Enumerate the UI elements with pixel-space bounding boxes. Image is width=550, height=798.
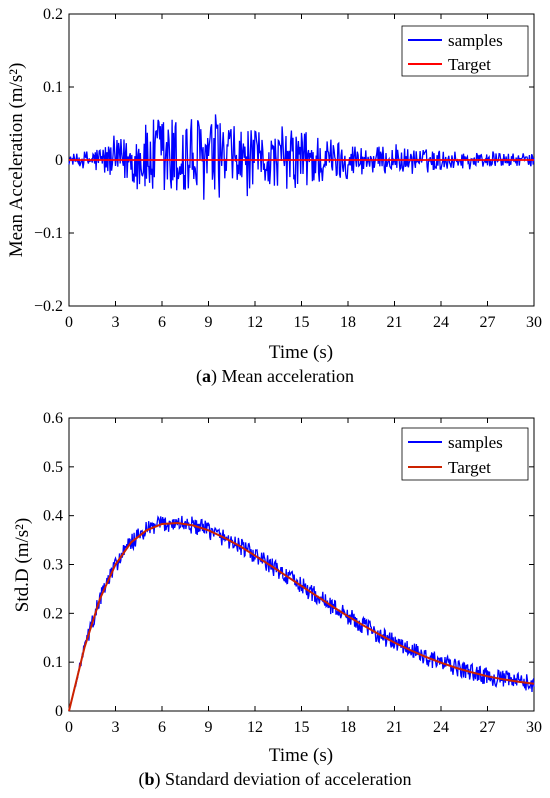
- y-axis-label-a: Mean Acceleration (m/s²): [6, 63, 27, 258]
- y-axis-label-b: Std.D (m/s²): [12, 518, 33, 612]
- y-tick-label-a: 0: [55, 152, 63, 169]
- legend-label-samples-b: samples: [448, 433, 503, 452]
- axes-ticks-b: 0 3 6 9 12 15 18 21 24 27 30 0 0.1 0.2 0.3 0.4 0.5 0.6: [43, 410, 542, 736]
- caption-letter-a: a: [202, 366, 212, 386]
- x-tick-label-b: 21: [387, 719, 403, 736]
- y-tick-label-a: −0.1: [34, 225, 63, 242]
- y-tick-label-b: 0.3: [43, 557, 63, 574]
- x-tick-label-b: 12: [247, 719, 263, 736]
- y-tick-label-b: 0: [55, 703, 63, 720]
- y-tick-label-b: 0.1: [43, 654, 63, 671]
- caption-text-b: Standard deviation of acceleration: [165, 769, 412, 789]
- x-tick-label-b: 27: [480, 719, 496, 736]
- series-group-a: [68, 114, 535, 200]
- x-tick-label-a: 3: [112, 314, 120, 331]
- legend-label-target-a: Target: [448, 55, 491, 74]
- x-tick-label-b: 0: [65, 719, 73, 736]
- x-tick-label-a: 30: [526, 314, 542, 331]
- series-samples-line-b: [68, 515, 535, 712]
- series-samples-line-a: [68, 114, 535, 200]
- series-target-line-b: [68, 521, 535, 712]
- x-tick-label-a: 24: [433, 314, 449, 331]
- x-tick-label-a: 18: [340, 314, 356, 331]
- x-tick-label-b: 6: [158, 719, 166, 736]
- caption-text-a: Mean acceleration: [221, 366, 354, 386]
- x-tick-label-a: 6: [158, 314, 166, 331]
- legend-box-a: [401, 25, 529, 77]
- axes-ticks-a: 0 3 6 9 12 15 18 21 24 27 30 −0.2 −0.1 0 0.1 0.2: [34, 6, 542, 331]
- mean-acceleration-chart: 0 3 6 9 12 15 18 21 24 27 30 −0.2 −0.1 0 0.1 0.2 Time (…: [6, 6, 542, 363]
- x-tick-label-a: 15: [294, 314, 310, 331]
- x-axis-label-b: Time (s): [269, 745, 333, 766]
- series-group-b: [68, 515, 535, 712]
- y-tick-label-a: 0.1: [43, 79, 63, 96]
- caption-letter-b: b: [144, 769, 155, 789]
- x-tick-label-b: 15: [294, 719, 310, 736]
- x-tick-label-a: 27: [480, 314, 496, 331]
- x-tick-label-b: 30: [526, 719, 542, 736]
- y-tick-label-b: 0.4: [43, 508, 63, 525]
- caption-a: (a) Mean acceleration: [196, 366, 354, 386]
- legend-label-target-b: Target: [448, 458, 491, 477]
- legend-a: samples Target: [401, 25, 529, 77]
- x-tick-label-a: 9: [205, 314, 213, 331]
- legend-box-b: [401, 427, 529, 481]
- y-tick-label-b: 0.6: [43, 410, 63, 427]
- x-tick-label-b: 18: [340, 719, 356, 736]
- x-tick-label-a: 21: [387, 314, 403, 331]
- y-tick-label-b: 0.5: [43, 459, 63, 476]
- x-tick-label-b: 3: [112, 719, 120, 736]
- legend-label-samples-a: samples: [448, 31, 503, 50]
- legend-b: samples Target: [401, 427, 529, 481]
- x-tick-label-b: 9: [205, 719, 213, 736]
- x-axis-label-a: Time (s): [269, 342, 333, 363]
- y-tick-label-b: 0.2: [43, 605, 63, 622]
- std-deviation-chart: 0 3 6 9 12 15 18 21 24 27 30 0 0.1 0.2 0.3 0.4 0.5 0.6 Ti…: [12, 410, 542, 766]
- x-tick-label-a: 12: [247, 314, 263, 331]
- x-tick-label-a: 0: [65, 314, 73, 331]
- y-tick-label-a: −0.2: [34, 298, 63, 315]
- y-tick-label-a: 0.2: [43, 6, 63, 23]
- caption-b: (b) Standard deviation of acceleration: [138, 769, 412, 789]
- x-tick-label-b: 24: [433, 719, 449, 736]
